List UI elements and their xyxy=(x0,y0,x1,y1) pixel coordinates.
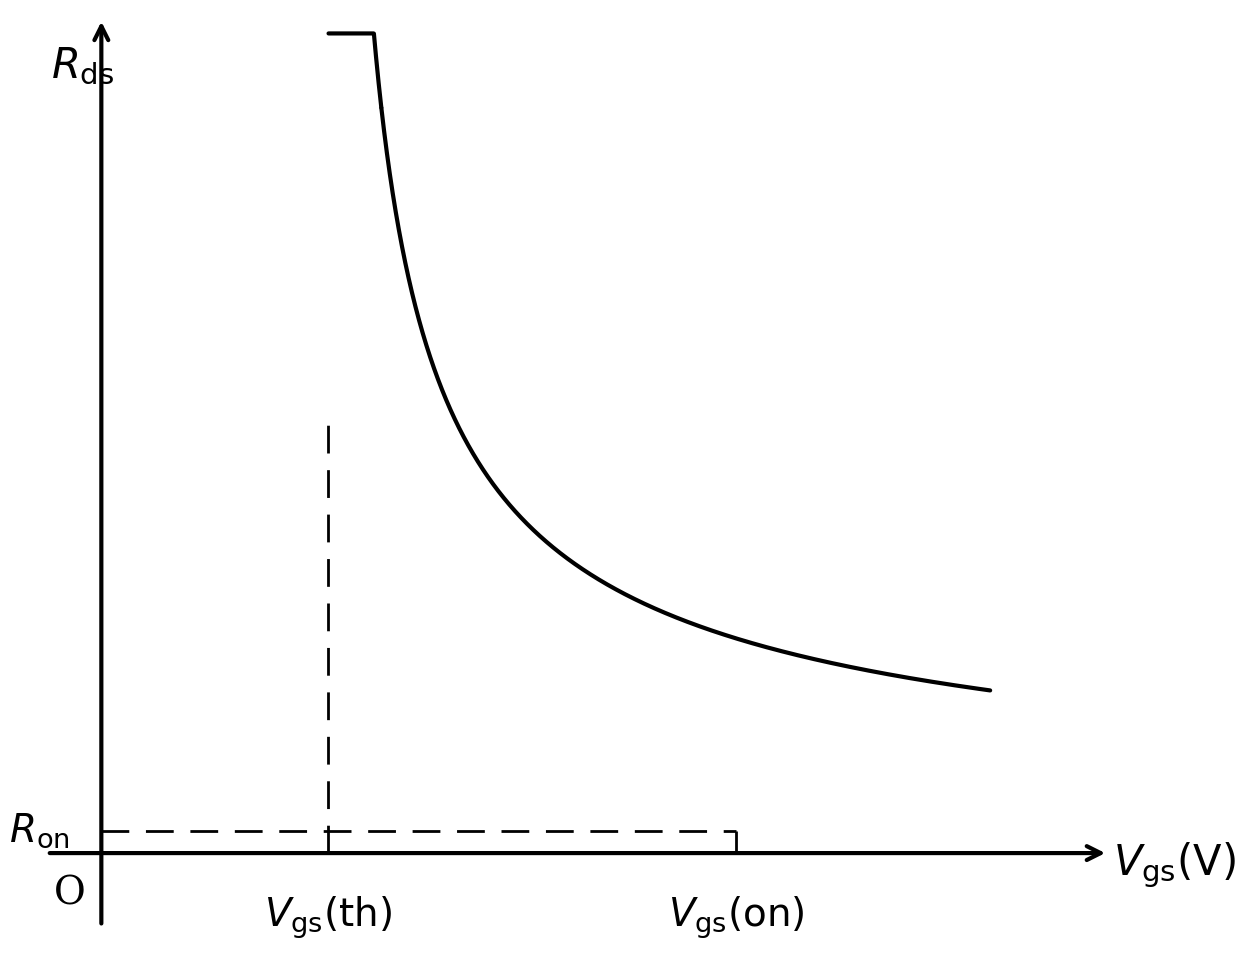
Text: $\mathit{V}_{\mathrm{gs}}(\mathrm{th})$: $\mathit{V}_{\mathrm{gs}}(\mathrm{th})$ xyxy=(264,894,392,941)
Text: $\mathit{V}_{\mathrm{gs}}(\mathrm{on})$: $\mathit{V}_{\mathrm{gs}}(\mathrm{on})$ xyxy=(668,894,805,941)
Text: O: O xyxy=(53,876,86,913)
Text: $\mathit{R}_{\mathrm{on}}$: $\mathit{R}_{\mathrm{on}}$ xyxy=(9,812,69,850)
Text: $\mathit{R}_{\mathrm{ds}}$: $\mathit{R}_{\mathrm{ds}}$ xyxy=(52,45,115,87)
Text: $\mathit{V}_{\mathrm{gs}}(\mathrm{V})$: $\mathit{V}_{\mathrm{gs}}(\mathrm{V})$ xyxy=(1112,840,1235,890)
